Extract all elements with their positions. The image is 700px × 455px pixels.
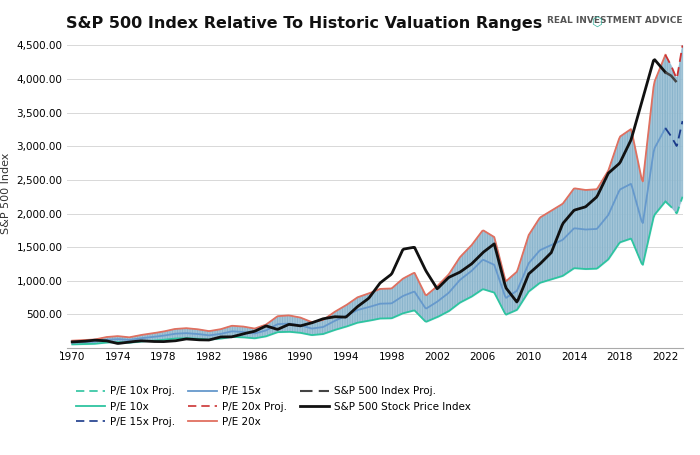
Text: ⬡: ⬡ xyxy=(592,16,603,29)
Text: S&P 500 Index Relative To Historic Valuation Ranges: S&P 500 Index Relative To Historic Valua… xyxy=(66,15,542,30)
Text: REAL INVESTMENT ADVICE: REAL INVESTMENT ADVICE xyxy=(547,16,682,25)
Y-axis label: S&P 500 Index: S&P 500 Index xyxy=(1,153,10,234)
Legend: P/E 10x Proj., P/E 10x, P/E 15x Proj., P/E 15x, P/E 20x Proj., P/E 20x, S&P 500 : P/E 10x Proj., P/E 10x, P/E 15x Proj., P… xyxy=(71,382,475,431)
